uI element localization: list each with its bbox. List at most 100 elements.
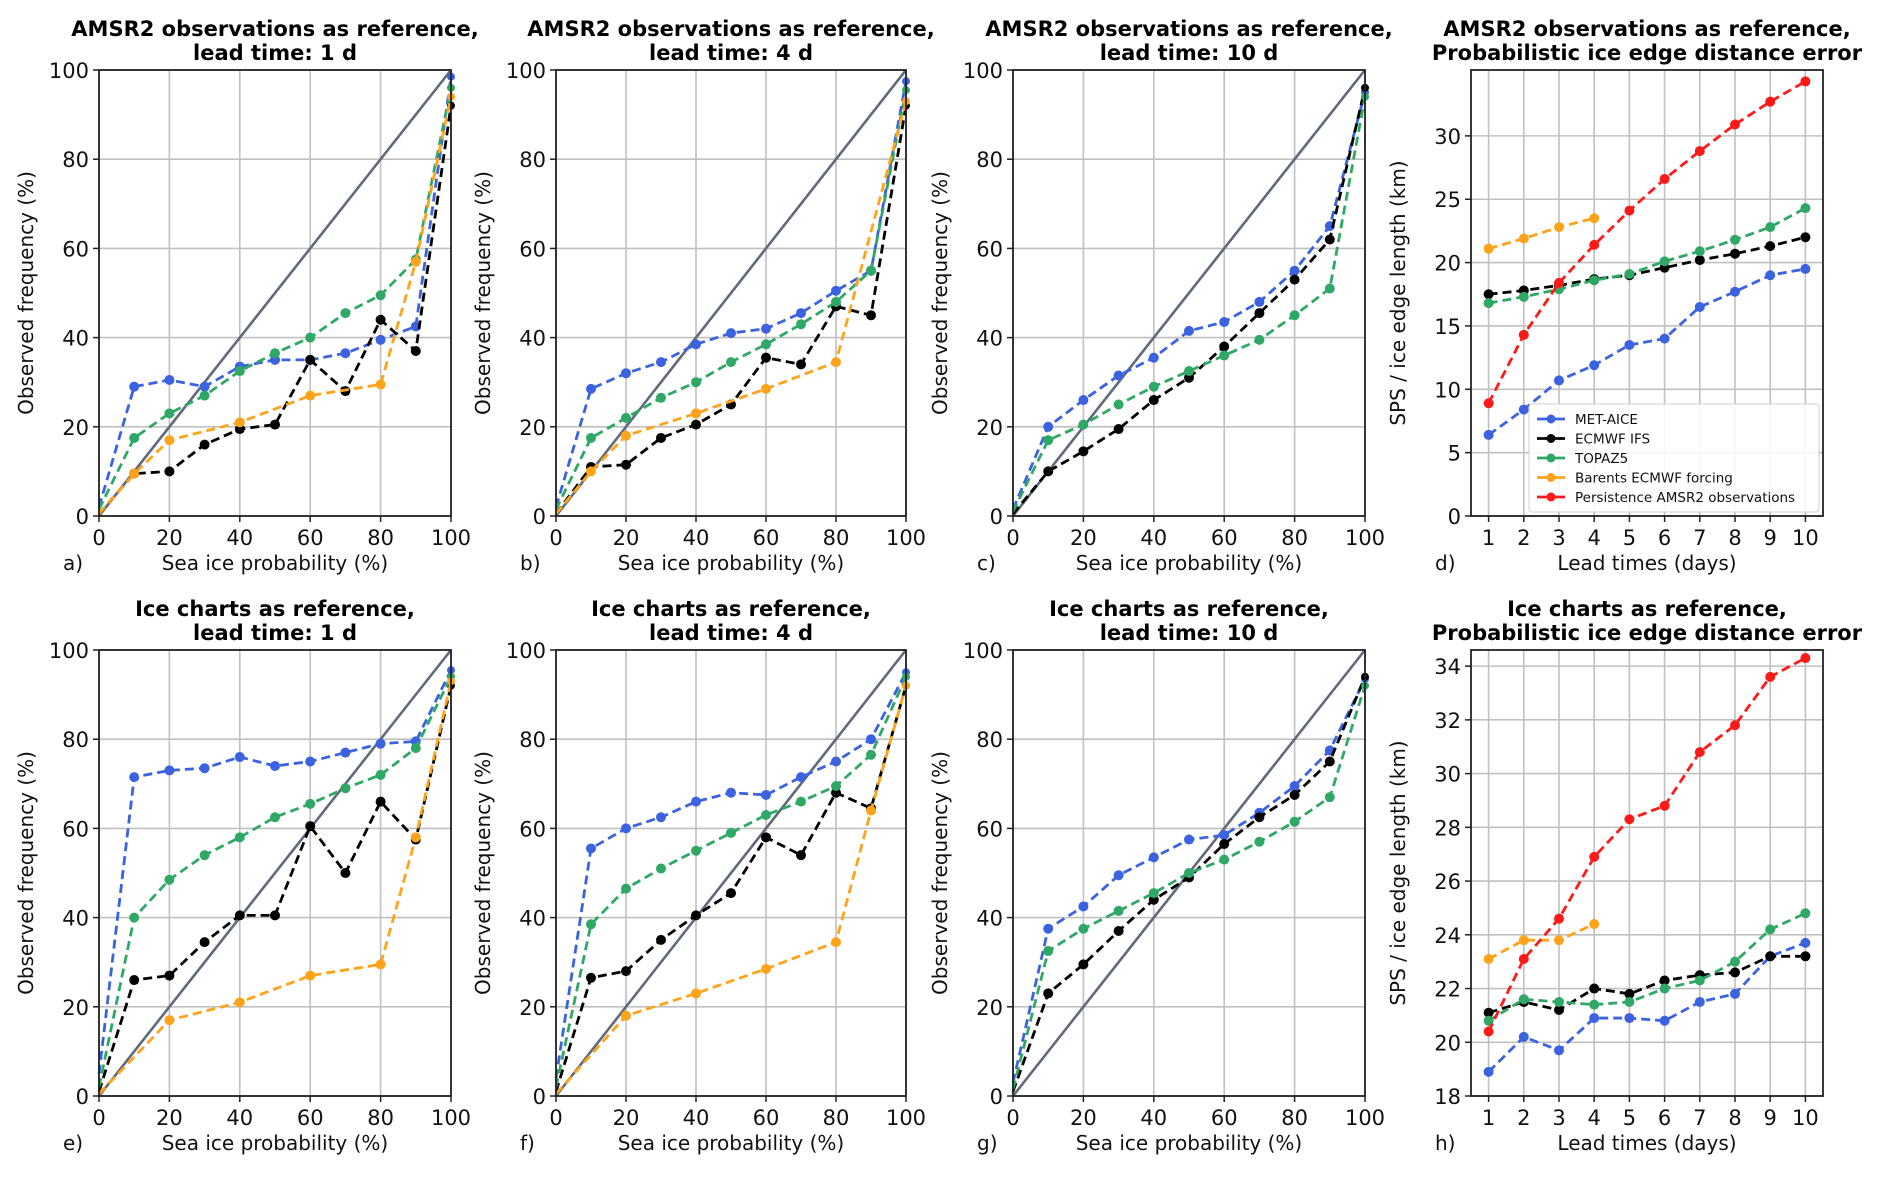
y-axis-label: Observed frequency (%) <box>928 751 952 995</box>
data-point <box>1589 275 1600 286</box>
x-tick-label: 20 <box>613 1106 640 1130</box>
y-tick-label: 20 <box>1434 252 1461 276</box>
series-topaz5 <box>97 83 455 510</box>
data-point <box>305 332 316 343</box>
series-line <box>97 105 453 515</box>
panel-title: lead time: 10 d <box>1100 621 1279 645</box>
data-point <box>1589 851 1600 862</box>
series-met-aice <box>1483 263 1811 440</box>
data-point <box>1113 370 1124 381</box>
data-point <box>164 970 175 981</box>
data-point <box>164 1015 175 1026</box>
data-point <box>234 417 245 428</box>
data-point <box>621 883 631 894</box>
data-point <box>340 783 351 794</box>
data-point <box>1800 951 1811 962</box>
x-tick-label: 40 <box>226 526 253 550</box>
data-point <box>1800 232 1811 243</box>
data-point <box>621 368 631 379</box>
y-tick-label: 0 <box>76 1085 89 1109</box>
y-tick-label: 24 <box>1434 924 1461 948</box>
series-topaz5 <box>1483 203 1811 309</box>
data-point <box>1659 173 1670 184</box>
data-point <box>1554 1005 1564 1016</box>
data-point <box>866 805 876 816</box>
data-point <box>1483 398 1494 409</box>
data-point <box>691 377 701 388</box>
x-tick-label: 0 <box>92 526 105 550</box>
data-point <box>375 738 386 749</box>
y-tick-label: 0 <box>990 1085 1003 1109</box>
panel-letter: d) <box>1435 551 1456 575</box>
data-point <box>1043 466 1054 477</box>
axes-frame <box>98 649 452 1097</box>
data-point <box>1659 1015 1670 1026</box>
legend: MET-AICE ECMWF IFS TOPAZ5 Barents ECMWF for… <box>1528 403 1820 513</box>
panel-letter: b) <box>520 551 541 575</box>
data-point <box>1730 720 1740 731</box>
y-tick-label: 20 <box>519 996 546 1020</box>
data-point <box>129 468 140 479</box>
data-point <box>305 354 316 365</box>
x-tick-label: 100 <box>886 1106 926 1130</box>
y-tick-label: 100 <box>49 59 89 83</box>
data-point <box>656 863 666 874</box>
data-point <box>340 747 351 758</box>
data-point <box>656 357 666 368</box>
y-axis-label: Observed frequency (%) <box>928 171 952 415</box>
y-tick-label: 60 <box>62 817 89 841</box>
y-axis-label: Observed frequency (%) <box>14 171 38 415</box>
y-tick-label: 60 <box>976 237 1003 261</box>
data-point <box>796 319 806 330</box>
x-tick-label: 1 <box>1482 1106 1495 1130</box>
panel-e: 0 20 40 60 80 100 0 20 40 60 80 100 Ice charts as re… <box>14 597 471 1155</box>
data-point <box>234 997 245 1008</box>
data-point <box>691 845 701 856</box>
legend-label: ECMWF IFS <box>1575 432 1650 448</box>
data-point <box>1289 816 1300 827</box>
series-line <box>1487 80 1807 404</box>
y-tick-label: 5 <box>1448 442 1461 466</box>
legend-marker <box>1546 453 1556 463</box>
x-axis-label: Sea ice probability (%) <box>1076 1131 1303 1155</box>
x-tick-label: 80 <box>1281 526 1308 550</box>
data-point <box>340 308 351 319</box>
x-tick-label: 4 <box>1588 526 1601 550</box>
data-point <box>1694 146 1705 157</box>
x-tick-label: 80 <box>367 1106 394 1130</box>
panel-c: 0 20 40 60 80 100 0 20 40 60 80 100 AMSR2 observatio… <box>928 17 1393 575</box>
data-point <box>1289 789 1300 800</box>
data-point <box>1518 994 1529 1005</box>
panel-f: 0 20 40 60 80 100 0 20 40 60 80 100 Ice charts as re… <box>471 597 926 1155</box>
x-tick-label: 5 <box>1623 1106 1636 1130</box>
data-point <box>1554 996 1564 1007</box>
data-point <box>164 435 175 446</box>
y-axis-label: Observed frequency (%) <box>471 751 495 995</box>
axes-frame <box>555 649 907 1097</box>
series-ecmwf-ifs <box>554 101 910 515</box>
perfect-reliability-line <box>554 649 908 1097</box>
series-line <box>1011 96 1367 513</box>
axes-frame <box>1470 649 1824 1097</box>
x-tick-label: 40 <box>683 1106 710 1130</box>
panel-letter: a) <box>63 551 83 575</box>
y-tick-label: 20 <box>976 996 1003 1020</box>
panel-title: lead time: 4 d <box>649 41 813 65</box>
x-axis-label: Lead times (days) <box>1557 551 1736 575</box>
y-tick-label: 60 <box>976 817 1003 841</box>
data-point <box>1659 256 1670 267</box>
series-line <box>97 676 453 1088</box>
series-line <box>1487 912 1806 1022</box>
panel-title: AMSR2 observations as reference, <box>985 17 1392 41</box>
axes-frame <box>1012 649 1366 1097</box>
data-point <box>1148 852 1159 863</box>
x-axis-label: Sea ice probability (%) <box>162 551 389 575</box>
data-point <box>1113 925 1124 936</box>
data-point <box>1589 239 1600 250</box>
series-barents-ecmwf-forcing <box>1483 213 1600 254</box>
y-tick-label: 80 <box>62 148 89 172</box>
data-point <box>1765 96 1776 107</box>
x-axis-label: Sea ice probability (%) <box>618 551 845 575</box>
